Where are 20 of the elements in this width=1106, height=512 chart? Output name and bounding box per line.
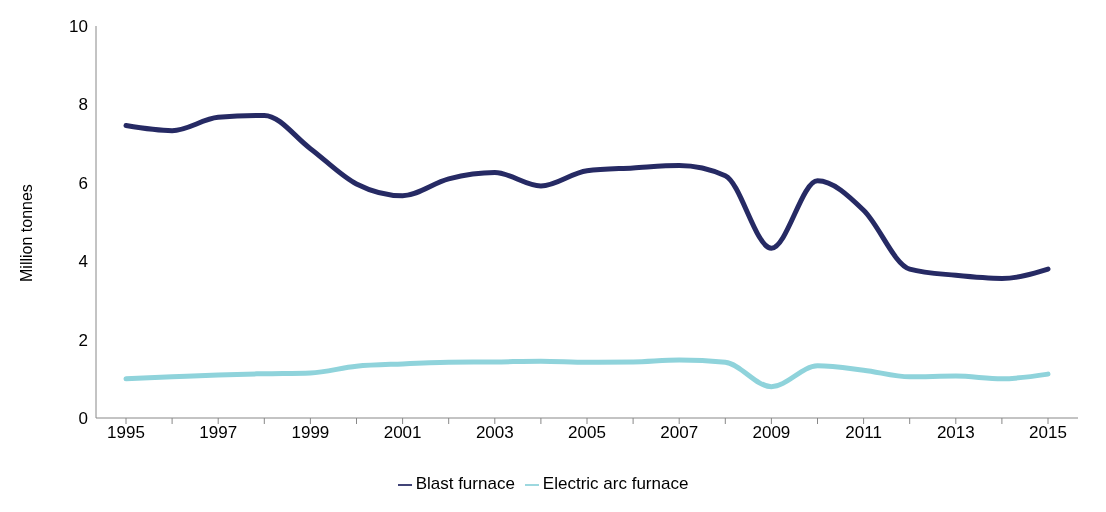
x-tick-label: 2007 (660, 423, 699, 443)
y-tick-label: 8 (78, 95, 88, 115)
y-tick-label: 4 (78, 252, 88, 272)
legend-label: Blast furnace (415, 474, 515, 493)
x-tick-label: 2009 (752, 423, 791, 443)
x-tick-label: 1997 (199, 423, 238, 443)
legend-label: Electric arc furnace (542, 474, 689, 493)
x-tick-label: 2015 (1029, 423, 1067, 443)
x-tick-label: 1995 (107, 423, 145, 443)
x-tick-label: 2011 (845, 423, 882, 443)
x-tick-label: 2005 (568, 423, 606, 443)
y-tick-label: 10 (69, 17, 88, 37)
y-axis-title: Million tonnes (17, 184, 35, 282)
x-tick-label: 2013 (936, 423, 975, 443)
y-tick-label: 2 (78, 330, 88, 350)
x-tick-label: 2001 (383, 423, 422, 443)
y-tick-label: 6 (78, 173, 88, 193)
x-tick-label: 2003 (475, 423, 514, 443)
x-tick-label: 1999 (291, 423, 330, 443)
y-tick-label: 0 (78, 409, 88, 429)
